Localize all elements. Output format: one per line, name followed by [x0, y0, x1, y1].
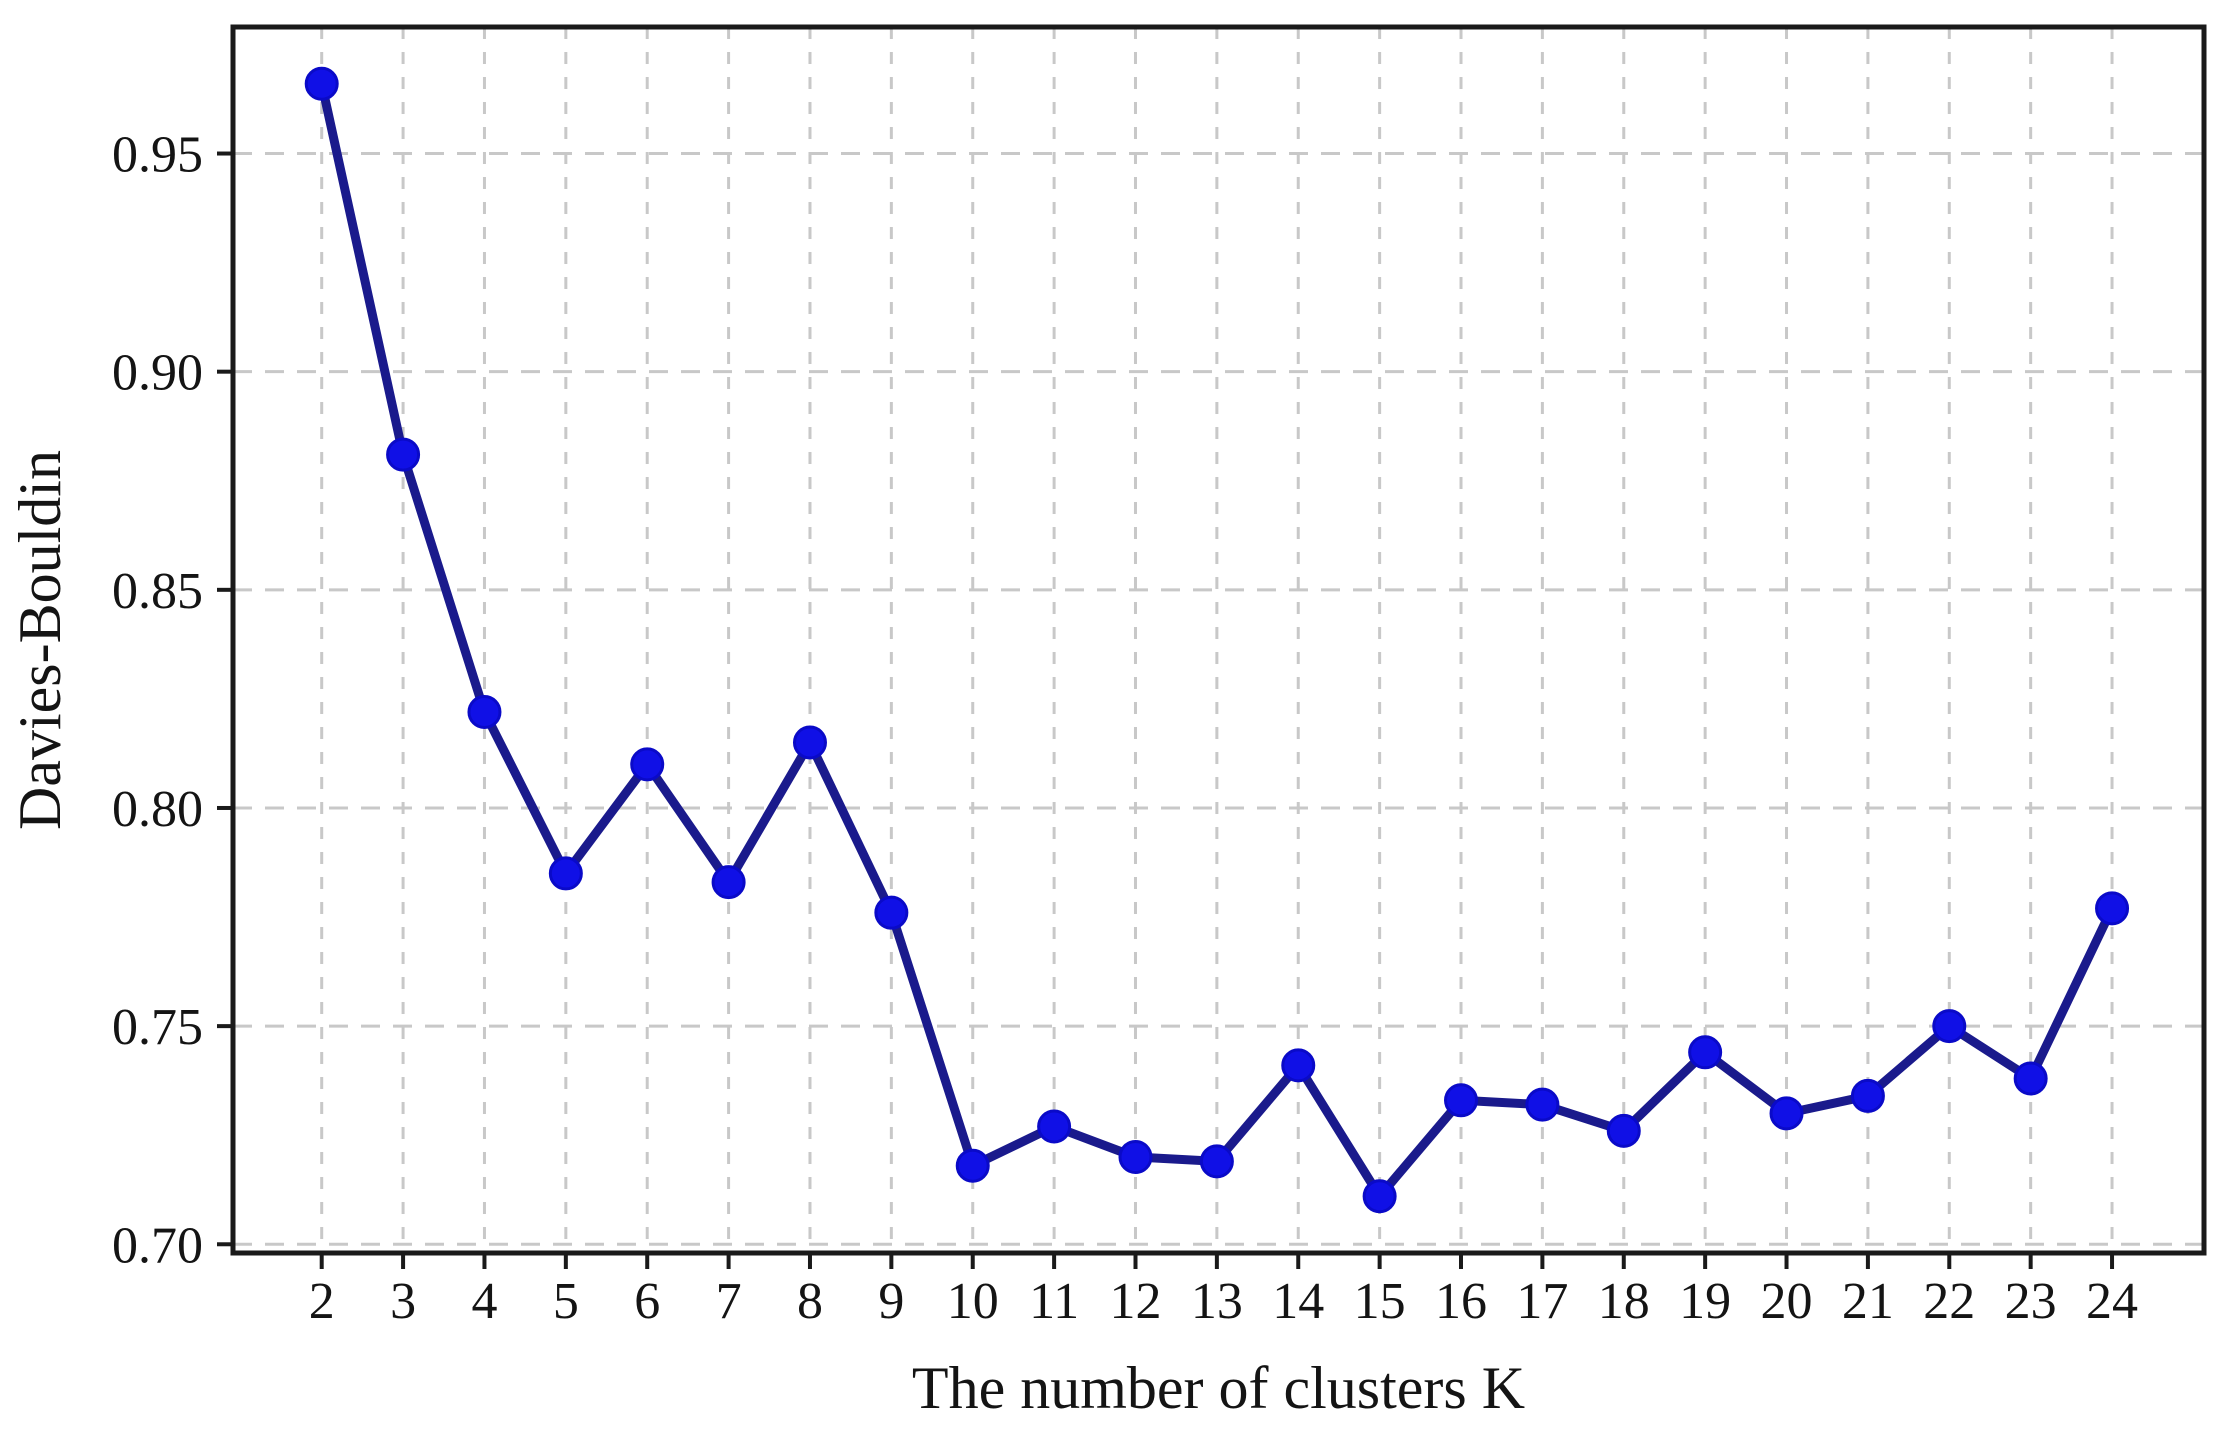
data-point-marker — [1606, 1113, 1641, 1148]
data-point-marker — [1118, 1140, 1153, 1175]
x-tick-label: 17 — [1516, 1273, 1568, 1330]
data-point-marker — [2095, 891, 2130, 926]
y-tick-label: 0.85 — [112, 563, 203, 620]
x-tick-label: 14 — [1272, 1273, 1324, 1330]
x-tick-label: 22 — [1923, 1273, 1975, 1330]
x-tick-label: 8 — [797, 1273, 823, 1330]
y-axis-label: Davies-Bouldin — [7, 450, 73, 830]
x-tick-label: 7 — [716, 1273, 742, 1330]
x-tick-label: 6 — [634, 1273, 660, 1330]
data-point-marker — [548, 856, 583, 891]
data-point-marker — [1362, 1179, 1397, 1214]
x-tick-label: 19 — [1679, 1273, 1731, 1330]
data-point-marker — [1281, 1048, 1316, 1083]
data-point-marker — [1688, 1035, 1723, 1070]
data-point-marker — [955, 1148, 990, 1183]
y-tick-label: 0.80 — [112, 781, 203, 838]
data-point-marker — [1199, 1144, 1234, 1179]
data-point-marker — [2013, 1061, 2048, 1096]
y-tick-label: 0.75 — [112, 999, 203, 1056]
x-tick-label: 23 — [2005, 1273, 2057, 1330]
data-point-marker — [1037, 1109, 1072, 1144]
y-tick-label: 0.90 — [112, 345, 203, 402]
x-tick-label: 20 — [1761, 1273, 1813, 1330]
data-point-marker — [1932, 1009, 1967, 1044]
x-tick-label: 10 — [947, 1273, 999, 1330]
x-tick-label: 9 — [878, 1273, 904, 1330]
x-tick-label: 16 — [1435, 1273, 1487, 1330]
x-tick-label: 11 — [1029, 1273, 1079, 1330]
x-tick-label: 12 — [1109, 1273, 1161, 1330]
data-point-marker — [1525, 1087, 1560, 1122]
x-tick-label: 24 — [2086, 1273, 2138, 1330]
y-tick-label: 0.70 — [112, 1217, 203, 1274]
data-point-marker — [467, 694, 502, 729]
data-point-marker — [1850, 1078, 1885, 1113]
x-tick-label: 5 — [553, 1273, 579, 1330]
data-point-marker — [386, 437, 421, 472]
data-point-marker — [304, 66, 339, 101]
x-tick-label: 4 — [471, 1273, 497, 1330]
x-tick-label: 21 — [1842, 1273, 1894, 1330]
x-tick-label: 3 — [390, 1273, 416, 1330]
data-point-marker — [874, 895, 909, 930]
x-tick-label: 13 — [1191, 1273, 1243, 1330]
data-point-marker — [630, 747, 665, 782]
x-tick-label: 2 — [309, 1273, 335, 1330]
data-point-marker — [792, 725, 827, 760]
data-point-marker — [1769, 1096, 1804, 1131]
data-point-marker — [1444, 1083, 1479, 1118]
x-axis-label: The number of clusters K — [912, 1355, 1525, 1421]
x-tick-label: 18 — [1598, 1273, 1650, 1330]
data-point-marker — [711, 865, 746, 900]
x-tick-label: 15 — [1354, 1273, 1406, 1330]
y-tick-label: 0.95 — [112, 127, 203, 184]
